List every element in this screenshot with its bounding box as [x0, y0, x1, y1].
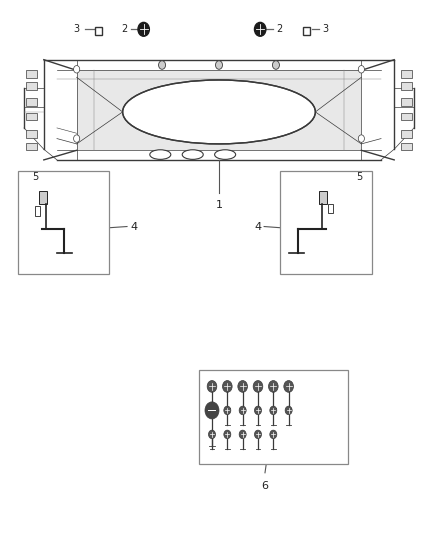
Bar	[303, 27, 310, 35]
Circle shape	[74, 135, 80, 142]
Circle shape	[270, 406, 277, 415]
Text: 3: 3	[74, 25, 80, 34]
Text: 4: 4	[130, 222, 137, 231]
Bar	[401, 113, 412, 120]
Ellipse shape	[123, 80, 315, 144]
Circle shape	[272, 61, 279, 69]
Text: 5: 5	[32, 172, 38, 182]
Text: 2: 2	[276, 25, 283, 34]
Bar	[280, 171, 372, 274]
Circle shape	[207, 381, 217, 392]
Bar	[26, 82, 37, 90]
Bar	[26, 70, 37, 78]
Bar	[18, 171, 109, 274]
Bar	[199, 370, 348, 464]
Circle shape	[358, 135, 364, 142]
Circle shape	[205, 402, 219, 419]
Circle shape	[239, 430, 246, 439]
Circle shape	[74, 66, 80, 73]
Bar	[26, 113, 37, 120]
Circle shape	[208, 430, 215, 439]
Circle shape	[285, 406, 292, 415]
Circle shape	[223, 381, 232, 392]
Circle shape	[239, 406, 246, 415]
Bar	[401, 143, 412, 150]
Bar	[26, 130, 37, 138]
Bar	[401, 98, 412, 106]
Circle shape	[238, 381, 247, 392]
Bar	[328, 204, 333, 213]
Bar	[35, 206, 40, 216]
Bar	[95, 27, 102, 35]
Circle shape	[253, 381, 263, 392]
Text: 2: 2	[121, 25, 127, 34]
Bar	[26, 98, 37, 106]
Bar	[401, 70, 412, 78]
Ellipse shape	[182, 150, 203, 159]
Circle shape	[215, 61, 223, 69]
Circle shape	[254, 406, 261, 415]
Bar	[401, 82, 412, 90]
Ellipse shape	[123, 80, 315, 144]
Text: 3: 3	[322, 25, 328, 34]
Circle shape	[254, 22, 266, 36]
Circle shape	[358, 66, 364, 73]
Bar	[401, 130, 412, 138]
Text: 1: 1	[215, 200, 223, 210]
Circle shape	[268, 381, 278, 392]
Circle shape	[284, 381, 293, 392]
Text: 4: 4	[254, 222, 261, 231]
Circle shape	[224, 430, 231, 439]
Bar	[77, 70, 361, 150]
Circle shape	[224, 406, 231, 415]
Bar	[26, 143, 37, 150]
Bar	[39, 191, 47, 204]
Circle shape	[138, 22, 149, 36]
Ellipse shape	[215, 150, 236, 159]
Circle shape	[254, 430, 261, 439]
Text: 5: 5	[356, 172, 362, 182]
Circle shape	[270, 430, 277, 439]
Text: 6: 6	[261, 481, 268, 491]
Ellipse shape	[150, 150, 171, 159]
Bar	[319, 191, 327, 204]
Circle shape	[159, 61, 166, 69]
